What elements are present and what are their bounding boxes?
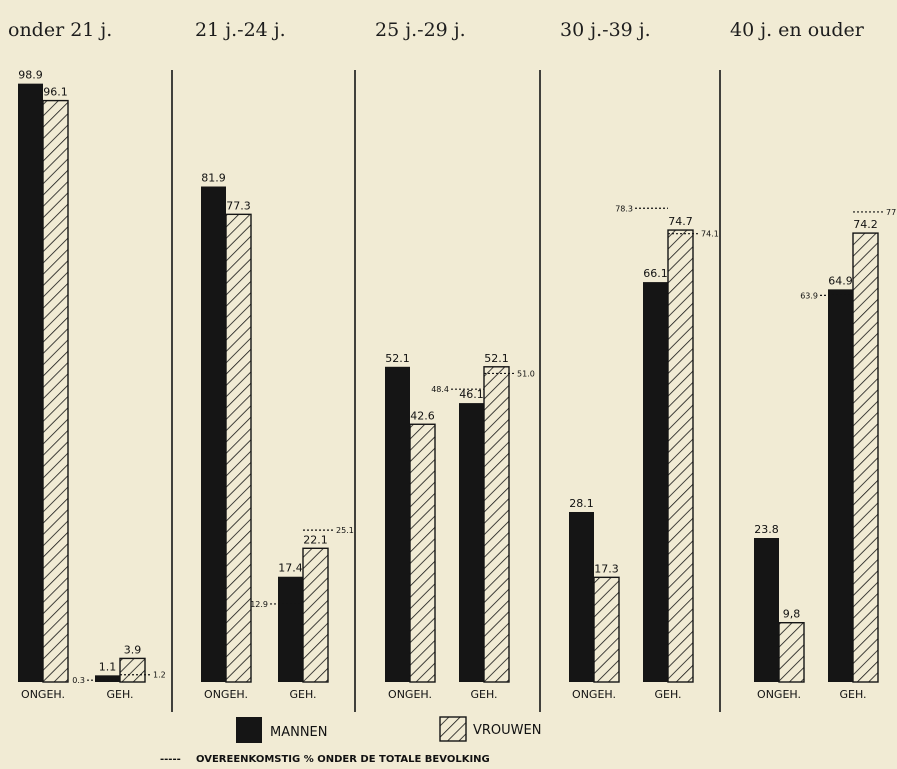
bar-mannen-p1-ongeh (18, 83, 43, 682)
value-label-vrouwen-p3-geh: 52.1 (484, 352, 509, 365)
legend-swatch-mannen (236, 717, 262, 743)
legend-label-mannen: MANNEN (270, 725, 328, 740)
value-label-vrouwen-p1-ongeh: 96.1 (43, 86, 68, 99)
value-label-mannen-p5-geh: 64.9 (828, 274, 853, 287)
legend-label-reference: OVEREENKOMSTIG % ONDER DE TOTALE BEVOLKI… (196, 754, 490, 765)
ref-label-mannen-p5-geh: 63.9 (800, 291, 818, 300)
category-label-p3-ongeh: ONGEH. (388, 688, 432, 701)
value-label-mannen-p2-ongeh: 81.9 (201, 172, 226, 185)
value-label-mannen-p2-geh: 17.4 (278, 562, 303, 575)
value-label-mannen-p5-ongeh: 23.8 (754, 523, 779, 536)
bar-vrouwen-p2-geh (302, 547, 329, 683)
bar-vrouwen-p5-geh (852, 232, 879, 683)
bar-mannen-p4-geh (643, 282, 668, 682)
ref-label-mannen-p1-geh: 0.3 (72, 676, 85, 685)
legend-reference-dash: ----- (160, 754, 181, 765)
bar-mannen-p2-ongeh (201, 186, 226, 682)
panel-title-1: onder 21 j. (8, 19, 112, 41)
panel-title-3: 25 j.-29 j. (375, 19, 466, 41)
category-label-p2-ongeh: ONGEH. (204, 688, 248, 701)
bar-vrouwen-p3-geh (483, 366, 510, 683)
bar-vrouwen-p2-ongeh (225, 213, 252, 683)
bar-mannen-p2-geh (278, 576, 303, 682)
bar-mannen-p4-ongeh (569, 511, 594, 682)
bar-vrouwen-p4-ongeh (593, 576, 620, 683)
bar-mannen-p1-geh (95, 675, 120, 682)
value-label-vrouwen-p2-ongeh: 77.3 (226, 199, 251, 212)
ref-label-mannen-p4-geh: 78.3 (615, 204, 633, 213)
ref-label-vrouwen-p2-geh: 25.1 (336, 526, 354, 535)
value-label-mannen-p3-ongeh: 52.1 (385, 352, 410, 365)
value-label-vrouwen-p5-geh: 74.2 (853, 218, 878, 231)
category-label-p4-geh: GEH. (654, 688, 681, 701)
category-label-p2-geh: GEH. (289, 688, 316, 701)
category-label-p3-geh: GEH. (470, 688, 497, 701)
category-label-p1-geh: GEH. (106, 688, 133, 701)
value-label-vrouwen-p4-ongeh: 17.3 (594, 562, 619, 575)
category-label-p5-geh: GEH. (839, 688, 866, 701)
category-label-p1-ongeh: ONGEH. (21, 688, 65, 701)
category-label-p4-ongeh: ONGEH. (572, 688, 616, 701)
bar-mannen-p3-geh (459, 403, 484, 682)
value-label-mannen-p1-geh: 1.1 (99, 660, 117, 673)
value-label-vrouwen-p3-ongeh: 42.6 (410, 409, 435, 422)
panel-title-2: 21 j.-24 j. (195, 19, 286, 41)
ref-label-mannen-p3-geh: 48.4 (431, 385, 449, 394)
bar-mannen-p5-geh (828, 289, 853, 682)
bar-mannen-p5-ongeh (754, 538, 779, 682)
value-label-mannen-p4-geh: 66.1 (643, 267, 668, 280)
ref-label-vrouwen-p1-geh: 1.2 (153, 671, 166, 680)
bar-vrouwen-p4-geh (667, 229, 694, 683)
bar-vrouwen-p3-ongeh (409, 423, 436, 683)
value-label-vrouwen-p1-geh: 3.9 (124, 643, 142, 656)
value-label-mannen-p4-ongeh: 28.1 (569, 497, 594, 510)
value-label-mannen-p1-ongeh: 98.9 (18, 69, 43, 82)
ref-label-mannen-p2-geh: 12.9 (250, 600, 268, 609)
value-label-mannen-p3-geh: 46.1 (459, 388, 484, 401)
legend-swatch-vrouwen (439, 716, 467, 742)
bar-vrouwen-p1-ongeh (42, 99, 69, 683)
value-label-vrouwen-p2-geh: 22.1 (303, 533, 328, 546)
bar-vrouwen-p1-geh (119, 657, 146, 683)
bar-vrouwen-p5-ongeh (778, 622, 805, 683)
value-label-vrouwen-p4-geh: 74.7 (668, 215, 693, 228)
bar-mannen-p3-ongeh (385, 366, 410, 682)
ref-label-vrouwen-p3-geh: 51.0 (517, 369, 535, 378)
legend: MANNEN VROUWEN ----- OVEREENKOMSTIG % ON… (160, 716, 541, 765)
category-label-p5-ongeh: ONGEH. (757, 688, 801, 701)
ref-label-vrouwen-p4-geh: 74.1 (701, 230, 719, 239)
value-label-vrouwen-p5-ongeh: 9,8 (783, 608, 801, 621)
ref-label-vrouwen-p5-geh: 77.7 (886, 208, 897, 217)
panel-title-5: 40 j. en ouder (730, 19, 865, 41)
legend-label-vrouwen: VROUWEN (473, 723, 541, 738)
panel-title-4: 30 j.-39 j. (560, 19, 651, 41)
